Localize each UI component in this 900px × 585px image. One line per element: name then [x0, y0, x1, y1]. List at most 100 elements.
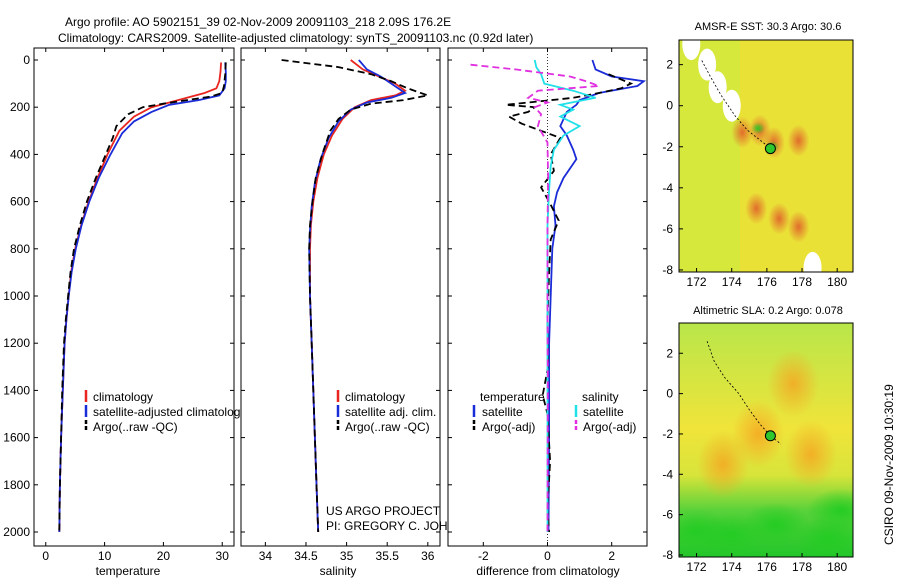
warm-anomaly [787, 210, 810, 243]
y-tick-label: -6 [662, 508, 673, 522]
sst-map-anomalies [682, 40, 822, 272]
temperature-series [58, 62, 227, 533]
x-tick-label: 180 [827, 275, 847, 289]
x-tick-label: 35 [340, 549, 354, 563]
legend-label-temp-satellite: satellite [482, 405, 523, 419]
argo-position-marker [764, 430, 776, 442]
salinity-x-label: salinity [320, 564, 357, 578]
x-tick-label: 20 [157, 549, 171, 563]
salinity-panel: 34 34.5 35 35.5 36 salinity climatology … [240, 47, 482, 578]
x-tick-label: 174 [722, 560, 742, 574]
warm-anomaly [745, 192, 768, 225]
y-tick-label: -4 [662, 467, 673, 481]
x-tick-label: 174 [722, 275, 742, 289]
x-tick-label: 36 [421, 549, 435, 563]
cool-anomaly [751, 122, 766, 135]
missing-data-patch [803, 251, 822, 272]
y-tick-label: 600 [10, 195, 30, 209]
x-tick-label: 30 [216, 549, 230, 563]
cool-anomaly [806, 488, 853, 533]
legend-label-climatology: climatology [345, 390, 405, 404]
series-line-salinity-argo-adj- [470, 63, 600, 533]
sla-map-title: Altimetric SLA: 0.2 Argo: 0.078 [693, 305, 843, 317]
x-tick-label: 0 [42, 549, 49, 563]
sla-map-ticks: 172 174 176 178 180 -8 -6 -4 -2 0 2 [662, 346, 847, 574]
y-tick-label: 1400 [3, 383, 30, 397]
sst-map-panel: AMSR-E SST: 30.3 Argo: 30.6 172 174 176 … [662, 21, 854, 289]
y-tick-label: -8 [662, 548, 673, 562]
missing-data-patch [708, 71, 727, 104]
x-tick-label: 35.5 [376, 549, 400, 563]
warm-anomaly [784, 420, 837, 489]
series-line-argo-raw-qc- [281, 59, 432, 533]
missing-data-patch [698, 48, 717, 81]
sla-map-panel: Altimetric SLA: 0.2 Argo: 0.078 172 174 … [662, 305, 854, 574]
x-tick-label: 34.5 [294, 549, 318, 563]
x-tick-label: 34 [259, 549, 273, 563]
argo-position-marker [764, 143, 776, 155]
sst-map-title: AMSR-E SST: 30.3 Argo: 30.6 [695, 21, 842, 33]
y-tick-label: -2 [662, 427, 673, 441]
x-tick-label: 172 [687, 275, 707, 289]
float-track [701, 60, 771, 149]
y-tick-label: 0 [666, 99, 673, 113]
legend-label-temp-argo: Argo(-adj) [482, 420, 535, 434]
y-tick-label: 200 [10, 100, 30, 114]
legend-label-argo: Argo(..raw -QC) [93, 420, 178, 434]
temperature-ticks: 0 10 20 30 [34, 48, 234, 563]
y-tick-label: 800 [10, 242, 30, 256]
sla-map-frame [678, 322, 854, 558]
csiro-timestamp-label: CSIRO 09-Nov-2009 10:30:19 [882, 384, 896, 545]
legend-label-satellite: satellite-adjusted climatology [93, 405, 246, 419]
sst-map-field [679, 40, 853, 272]
salinity-plot-frame [240, 47, 441, 547]
x-tick-label: 0 [544, 549, 551, 563]
sst-map-frame [678, 39, 854, 273]
y-tick-label: 0 [23, 53, 30, 67]
y-tick-label: 1600 [3, 431, 30, 445]
legend-label-sal-satellite: satellite [583, 405, 624, 419]
salinity-legend: climatology satellite adj. clim. Argo(..… [336, 390, 436, 434]
y-tick-label: 2 [666, 58, 673, 72]
salinity-ticks: 34 34.5 35 35.5 36 [241, 48, 440, 563]
x-tick-label: 2 [608, 549, 615, 563]
difference-series [470, 59, 647, 533]
difference-legend: temperature salinity satellite Argo(-adj… [472, 390, 636, 434]
legend-label-climatology: climatology [93, 390, 153, 404]
series-line-salinity-satellite [533, 59, 596, 532]
difference-x-label: difference from climatology [476, 564, 619, 578]
y-tick-label: 400 [10, 147, 30, 161]
y-tick-label: -8 [662, 263, 673, 277]
y-tick-label: 1200 [3, 336, 30, 350]
x-tick-label: 176 [757, 560, 777, 574]
temperature-legend: climatology satellite-adjusted climatolo… [84, 390, 246, 434]
x-tick-label: 178 [792, 560, 812, 574]
missing-data-patch [722, 89, 741, 122]
y-tick-label: 2000 [3, 525, 30, 539]
legend-title-temperature: temperature [480, 390, 545, 404]
warm-anomaly [696, 430, 749, 499]
figure-title-line-1: Argo profile: AO 5902151_39 02-Nov-2009 … [65, 15, 451, 29]
warm-anomaly [787, 124, 810, 157]
y-tick-label: -6 [662, 222, 673, 236]
sla-map-anomalies [679, 349, 853, 557]
legend-label-sal-argo: Argo(-adj) [583, 420, 636, 434]
difference-ticks: -2 0 2 [448, 48, 647, 563]
x-tick-label: 180 [827, 560, 847, 574]
x-tick-label: -2 [478, 549, 489, 563]
x-tick-label: 172 [687, 560, 707, 574]
temperature-x-label: temperature [96, 564, 161, 578]
x-tick-label: 10 [98, 549, 112, 563]
warm-anomaly [767, 349, 820, 418]
y-tick-label: 0 [666, 387, 673, 401]
y-tick-label: 1000 [3, 289, 30, 303]
sst-map-ticks: 172 174 176 178 180 -8 -6 -4 -2 0 2 [662, 58, 847, 289]
sla-map-field [679, 323, 853, 557]
series-line-argo-raw-qc- [58, 62, 227, 533]
project-annotation: US ARGO PROJECT [326, 504, 441, 518]
legend-label-argo: Argo(..raw -QC) [345, 420, 430, 434]
cool-anomaly [741, 502, 810, 547]
depth-ticks: 0 200 400 600 800 1000 1200 1400 1600 18… [3, 53, 30, 539]
temperature-panel: 0 10 20 30 0 200 400 600 800 1000 1200 1… [3, 47, 246, 578]
